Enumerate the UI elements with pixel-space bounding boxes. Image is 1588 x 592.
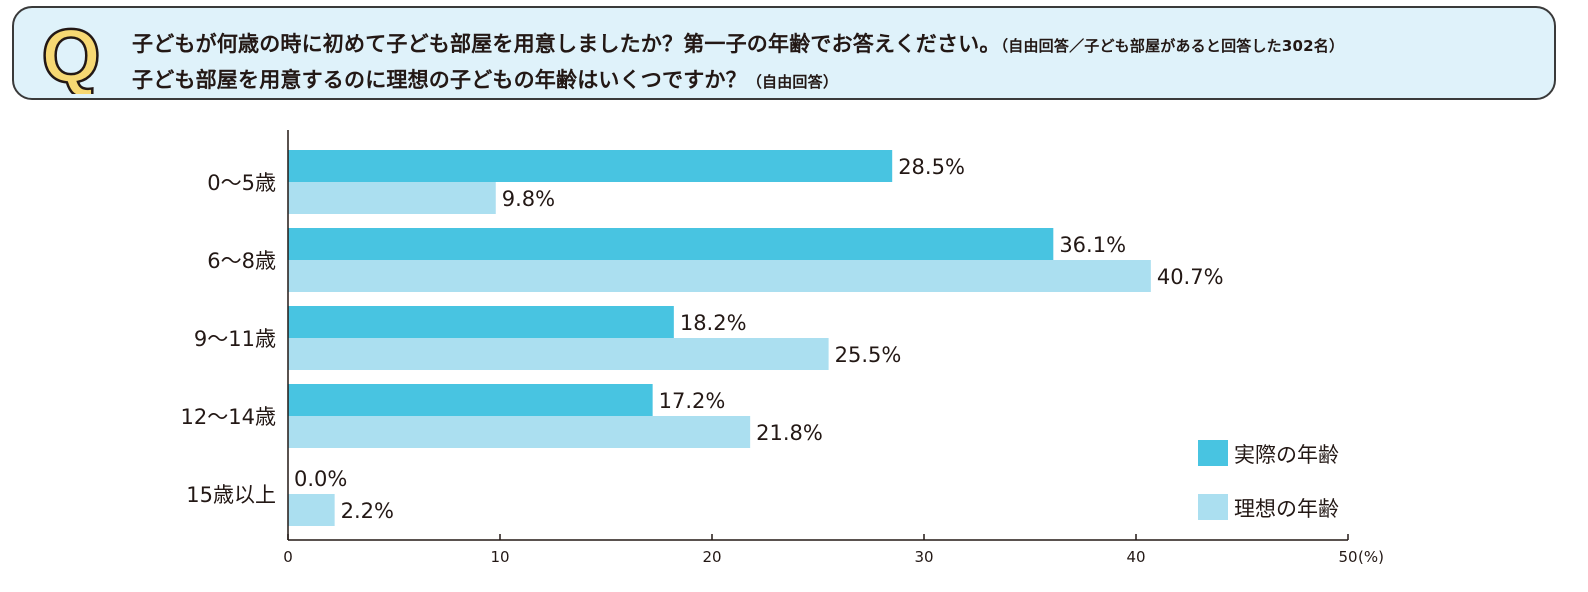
category-label-2: 9〜11歳 — [194, 327, 276, 351]
bar-ideal-1 — [288, 260, 1151, 292]
legend-label-0: 実際の年齢 — [1234, 443, 1339, 467]
x-tick-label-4: 40 — [1126, 548, 1145, 566]
q-letter-icon: Q — [40, 16, 102, 94]
category-label-4: 15歳以上 — [186, 483, 276, 507]
question-note-2: （自由回答） — [746, 73, 839, 91]
question-text-2: 子ども部屋を用意するのに理想の子どもの年齢はいくつですか？ — [132, 68, 747, 92]
bar-chart: 28.5% 9.8% 0〜5歳 36.1% 40.7% 6〜8歳 18.2% 25.5% 9〜1… — [181, 130, 1384, 566]
legend-label-1: 理想の年齢 — [1234, 497, 1339, 521]
x-tick-label-2: 20 — [702, 548, 721, 566]
question-line-1: 子どもが何歳の時に初めて子ども部屋を用意しましたか？第一子の年齢でお答えください… — [132, 28, 1344, 58]
bar-actual-3 — [288, 384, 653, 416]
bar-ideal-4 — [288, 494, 335, 526]
value-label-actual-2: 18.2% — [680, 311, 747, 335]
value-label-actual-3: 17.2% — [659, 389, 726, 413]
category-label-1: 6〜8歳 — [207, 249, 276, 273]
question-note-1: （自由回答／子ども部屋があると回答した302名） — [1000, 37, 1345, 55]
legend-swatch-0 — [1198, 440, 1228, 466]
value-label-ideal-3: 21.8% — [756, 421, 823, 445]
question-line-2: 子ども部屋を用意するのに理想の子どもの年齢はいくつですか？（自由回答） — [132, 64, 838, 94]
x-tick-label-1: 10 — [490, 548, 509, 566]
x-tick-label-0: 0 — [283, 548, 293, 566]
value-label-actual-1: 36.1% — [1059, 233, 1126, 257]
bar-actual-2 — [288, 306, 674, 338]
bar-actual-1 — [288, 228, 1054, 260]
bar-ideal-3 — [288, 416, 751, 448]
question-box: Q 子どもが何歳の時に初めて子ども部屋を用意しましたか？第一子の年齢でお答えくだ… — [12, 6, 1556, 100]
q-letter: Q — [41, 16, 100, 94]
x-unit-label: (%) — [1358, 548, 1384, 566]
category-label-0: 0〜5歳 — [207, 171, 276, 195]
value-label-ideal-4: 2.2% — [341, 499, 394, 523]
x-tick-label-5: 50 — [1338, 548, 1357, 566]
bar-ideal-0 — [288, 182, 496, 214]
x-tick-label-3: 30 — [914, 548, 933, 566]
legend-swatch-1 — [1198, 494, 1228, 520]
value-label-ideal-1: 40.7% — [1157, 265, 1224, 289]
value-label-ideal-2: 25.5% — [835, 343, 902, 367]
value-label-actual-4: 0.0% — [294, 467, 347, 491]
bar-actual-0 — [288, 150, 893, 182]
category-label-3: 12〜14歳 — [181, 405, 276, 429]
bar-ideal-2 — [288, 338, 829, 370]
value-label-ideal-0: 9.8% — [502, 187, 555, 211]
value-label-actual-0: 28.5% — [898, 155, 965, 179]
question-text-1: 子どもが何歳の時に初めて子ども部屋を用意しましたか？第一子の年齢でお答えください… — [132, 32, 1001, 56]
